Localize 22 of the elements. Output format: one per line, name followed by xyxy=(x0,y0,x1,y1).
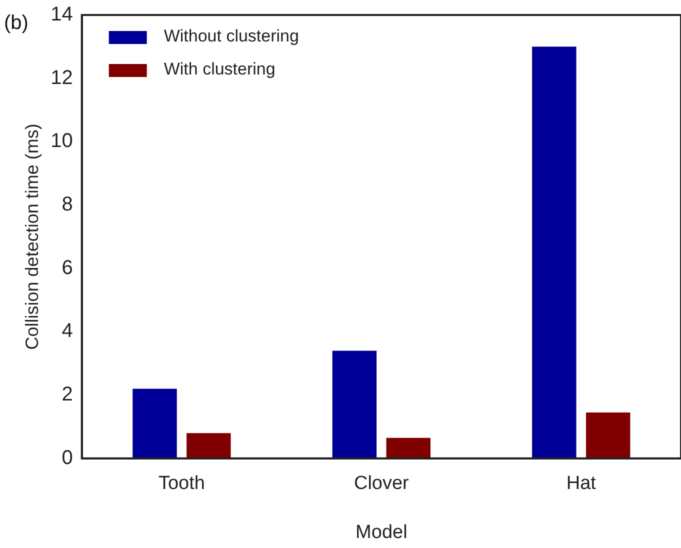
x-tick-label: Hat xyxy=(566,473,597,494)
legend-label: Without clustering xyxy=(164,26,299,46)
y-tick-label: 8 xyxy=(62,194,73,216)
bar xyxy=(386,438,430,458)
y-tick-label: 2 xyxy=(62,384,73,406)
x-tick-label: Tooth xyxy=(158,473,205,494)
x-axis-title: Model xyxy=(356,522,408,543)
x-tick-label: Clover xyxy=(354,473,410,494)
y-tick-label: 10 xyxy=(50,130,73,152)
y-tick-label: 0 xyxy=(62,446,73,469)
text: (b) xyxy=(4,12,28,35)
y-tick-label: 14 xyxy=(50,4,73,26)
bar xyxy=(132,388,177,458)
bar xyxy=(532,46,576,458)
y-tick-label: 12 xyxy=(50,66,73,89)
bar xyxy=(186,433,231,458)
bar xyxy=(586,412,630,458)
bar xyxy=(332,350,377,458)
y-tick-label: 4 xyxy=(62,320,73,342)
y-tick-label: 6 xyxy=(62,256,73,279)
y-axis-title: Collision detection time (ms) xyxy=(22,124,42,350)
legend-label: With clustering xyxy=(164,60,276,79)
